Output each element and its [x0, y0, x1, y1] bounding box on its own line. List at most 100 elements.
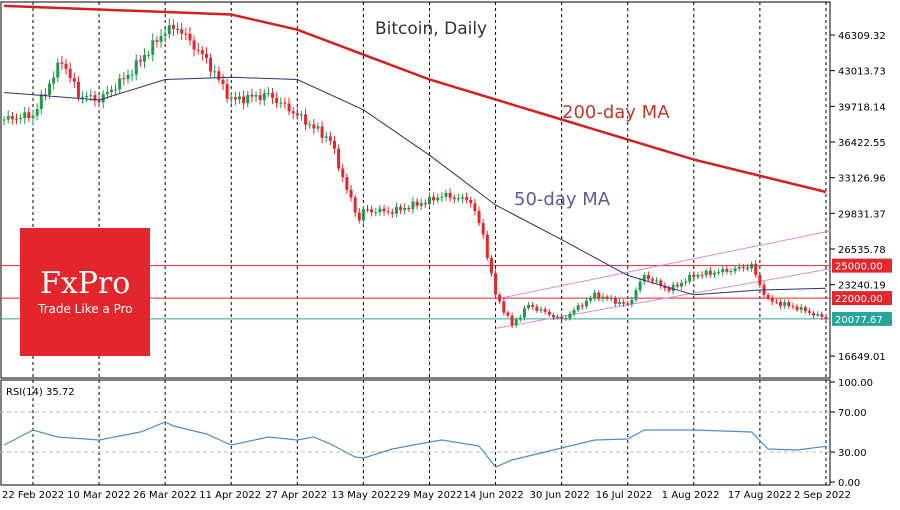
candle-body [638, 281, 642, 291]
candle-body [89, 95, 93, 97]
candle-body [617, 301, 621, 304]
candle-body [522, 308, 526, 318]
candle-body [527, 305, 531, 309]
candle-body [589, 298, 593, 301]
candle-body [31, 115, 35, 119]
candle-body [816, 314, 820, 316]
candle-body [601, 296, 605, 299]
candle-body [737, 266, 741, 269]
candle-body [725, 268, 729, 272]
candle-body [403, 207, 407, 211]
candle-body [700, 274, 704, 276]
rsi-tick-label: 0.00 [838, 478, 860, 489]
candle-body [76, 81, 80, 98]
price-panel-frame [0, 1, 831, 379]
candle-body [411, 201, 415, 210]
candle-body [791, 306, 795, 308]
candle-body [481, 222, 485, 235]
price-tick-label: 39718.14 [838, 102, 886, 113]
ma50-line [4, 76, 827, 296]
candle-body [134, 60, 138, 75]
candle-body [299, 114, 303, 116]
candle-body [531, 305, 535, 307]
candle-body [551, 314, 555, 318]
candle-body [192, 40, 196, 50]
candle-body [287, 103, 291, 112]
candle-body [382, 208, 386, 212]
candle-body [266, 93, 270, 95]
candle-body [60, 62, 64, 64]
fxpro-logo: FxPro Trade Like a Pro [20, 228, 150, 356]
candle-body [126, 74, 130, 80]
ma50-label: 50-day MA [514, 189, 611, 210]
candle-body [85, 96, 89, 98]
rsi-tick-label: 100.00 [838, 378, 873, 389]
candle-body [2, 119, 6, 121]
candle-body [824, 316, 828, 319]
grid-layer: 46309.32 43013.73 39718.14 36422.55 33126.96… [0, 1, 886, 501]
candle-body [93, 95, 97, 101]
candle-body [370, 209, 374, 213]
date-tick-label: 30 Jun 2022 [530, 490, 590, 501]
candle-body [180, 29, 184, 34]
level-price-tag [832, 258, 892, 273]
candle-body [812, 312, 816, 316]
candle-body [741, 266, 745, 268]
candle-body [469, 199, 473, 204]
price-tick-label: 33126.96 [838, 174, 886, 185]
candle-body [560, 317, 564, 319]
level-price-label: 20077.67 [835, 315, 883, 326]
candle-body [807, 311, 811, 313]
candle-body [357, 212, 361, 221]
rsi-label: RSI(14) 35.72 [6, 387, 75, 398]
candle-body [539, 309, 543, 311]
candle-body [271, 93, 275, 98]
candle-body [143, 54, 147, 62]
candle-body [473, 203, 477, 212]
candle-body [506, 312, 510, 316]
candle-body [729, 271, 733, 273]
candle-body [415, 201, 419, 206]
candle-body [407, 207, 411, 210]
candle-body [510, 315, 514, 326]
candle-body [64, 63, 68, 69]
candle-body [328, 136, 332, 141]
date-tick-label: 11 Apr 2022 [199, 490, 261, 501]
date-tick-label: 1 Aug 2022 [662, 490, 720, 501]
date-tick-label: 13 May 2022 [331, 490, 396, 501]
candle-body [485, 234, 489, 259]
candle-body [708, 270, 712, 275]
candle-body [337, 148, 341, 169]
candle-body [374, 212, 378, 214]
candle-body [787, 302, 791, 307]
candle-body [436, 197, 440, 201]
candle-body [514, 319, 518, 326]
candle-body [316, 126, 320, 129]
candle-body [750, 263, 754, 269]
candle-body [238, 96, 241, 100]
candle-body [233, 97, 237, 100]
candle-body [461, 197, 465, 199]
channel-line-upper [495, 230, 831, 300]
candle-body [783, 302, 787, 306]
candle-body [580, 305, 584, 307]
candle-body [118, 78, 122, 90]
candle-body [556, 317, 560, 319]
candle-body [394, 206, 398, 214]
candle-body [427, 196, 431, 205]
candle-body [820, 314, 824, 317]
candle-body [770, 298, 774, 302]
candle-body [97, 100, 101, 103]
candle-body [138, 60, 142, 62]
candle-body [626, 303, 630, 305]
rsi-panel-frame [0, 379, 831, 486]
candle-body [353, 197, 357, 213]
candle-body [423, 203, 427, 205]
candle-body [712, 272, 716, 275]
candle-body [250, 94, 254, 97]
candle-body [477, 211, 481, 223]
candle-body [122, 78, 126, 80]
candle-body [242, 96, 246, 104]
candle-body [221, 79, 225, 85]
